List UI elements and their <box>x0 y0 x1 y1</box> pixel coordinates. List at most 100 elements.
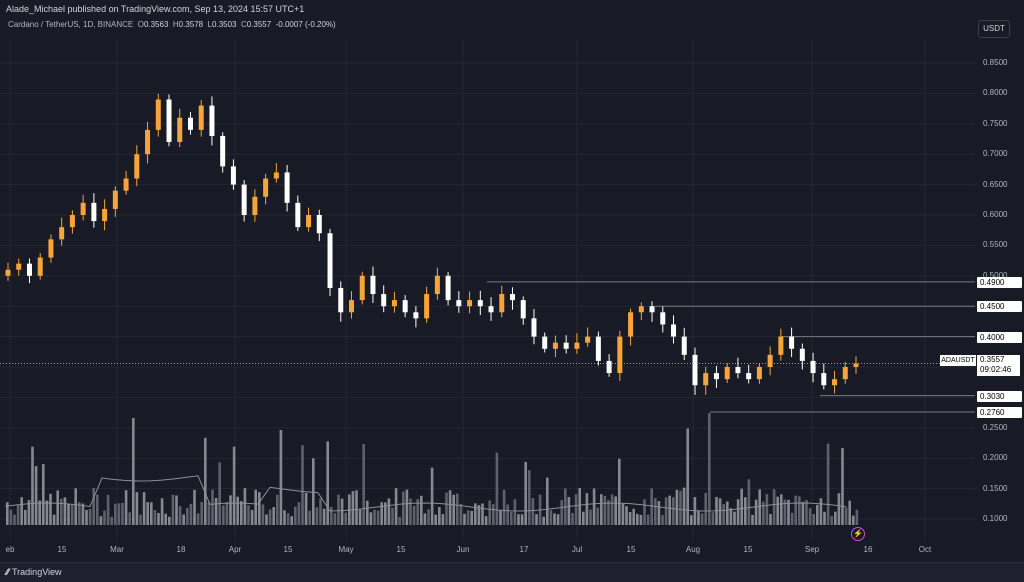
candle-body <box>166 99 172 143</box>
candle-body <box>445 275 451 301</box>
time-tick: Jul <box>571 545 583 554</box>
volume-bar <box>171 494 175 525</box>
volume-bar <box>488 500 491 525</box>
volume-bar <box>124 490 128 525</box>
volume-bar <box>85 509 88 525</box>
volume-bar <box>247 505 250 525</box>
lightning-icon[interactable]: ⚡ <box>851 527 865 541</box>
volume-bar <box>337 494 340 525</box>
volume-bar <box>744 497 747 525</box>
tradingview-logo[interactable]: ⁄⁄ TradingView <box>6 567 62 577</box>
volume-bar <box>60 498 63 525</box>
close-label: C <box>240 20 247 29</box>
level-price-label: 0.4900 <box>977 276 1022 288</box>
candle-body <box>102 208 108 222</box>
volume-bar <box>13 514 16 525</box>
publisher-text: Alade_Michael published on TradingView.c… <box>6 4 305 14</box>
volume-bar <box>63 497 67 525</box>
volume-bar <box>42 464 45 525</box>
volume-bar <box>96 494 99 525</box>
volume-bar <box>315 507 319 525</box>
volume-bar <box>6 502 9 525</box>
candle-body <box>692 354 698 386</box>
volume-bar <box>747 479 751 525</box>
volume-bar <box>722 504 725 525</box>
volume-bar <box>711 512 715 525</box>
volume-bar <box>193 489 196 525</box>
price-axis[interactable]: 0.8500 0.8000 0.7500 0.7000 0.6500 0.6000 0.55… <box>975 40 1024 540</box>
volume-bar <box>150 502 153 525</box>
time-axis[interactable]: eb 15 Mar 18 Apr 15 May 15 Jun 17 Jul 15 Aug 15 Sep 16 O… <box>0 540 975 556</box>
volume-bar <box>16 504 20 525</box>
volume-bar <box>463 513 466 525</box>
volume-bar <box>236 496 239 525</box>
volume-bar <box>121 502 124 525</box>
volume-bar <box>758 489 761 525</box>
time-tick: Sep <box>804 545 820 554</box>
volume-bar <box>474 503 477 525</box>
price-tick: 0.6000 <box>983 210 1008 219</box>
candle-body <box>391 300 397 307</box>
volume-bar <box>736 499 740 525</box>
low-label: L <box>207 20 213 29</box>
candle-body <box>735 367 741 374</box>
volume-bar <box>448 490 452 525</box>
candle-body <box>327 233 333 288</box>
time-tick: 15 <box>396 545 406 554</box>
volume-bar <box>610 494 614 525</box>
volume-bar <box>380 502 383 525</box>
volume-bar <box>135 492 139 525</box>
time-tick: 16 <box>863 545 873 554</box>
volume-bar <box>376 510 380 525</box>
volume-bar <box>196 513 200 525</box>
volume-bar <box>765 494 769 525</box>
volume-bar <box>682 487 686 525</box>
volume-bar <box>801 501 805 525</box>
volume-bar <box>772 489 776 525</box>
candle-body <box>638 306 644 313</box>
volume-bar <box>110 516 113 525</box>
volume-bar <box>20 497 23 525</box>
candle-body <box>799 348 805 361</box>
volume-bar <box>416 499 419 525</box>
level-price-label: 0.4500 <box>977 301 1022 313</box>
volume-bar <box>524 461 527 525</box>
volume-bar <box>628 512 632 525</box>
candle-body <box>91 202 97 222</box>
volume-bar <box>229 495 232 525</box>
volume-bar <box>855 509 859 525</box>
quote-currency-button[interactable]: USDT <box>978 20 1010 38</box>
volume-bar <box>456 493 459 525</box>
volume-bar <box>398 516 401 525</box>
volume-bar <box>445 492 448 525</box>
volume-bar <box>726 501 729 525</box>
volume-bar <box>117 503 121 525</box>
candle-body <box>467 300 473 307</box>
volume-bar <box>330 506 333 525</box>
candle-body <box>16 263 22 270</box>
level-price-label: 0.2760 <box>977 406 1022 418</box>
volume-bar <box>852 515 855 525</box>
volume-bar <box>535 514 538 525</box>
volume-bar <box>319 498 322 525</box>
price-tick: 0.1000 <box>983 514 1008 523</box>
volume-bar <box>567 497 571 525</box>
candle-body <box>456 300 462 307</box>
volume-bar <box>211 489 214 525</box>
volume-bar <box>556 514 560 525</box>
volume-bar <box>603 495 607 525</box>
time-tick: Oct <box>918 545 932 554</box>
volume-bar <box>549 510 553 525</box>
volume-bar <box>614 496 617 525</box>
symbol-legend[interactable]: Cardano / TetherUS, 1D, BINANCE O0.3563 … <box>8 20 336 29</box>
volume-bar <box>178 506 182 525</box>
volume-bar <box>423 513 427 525</box>
price-chart[interactable] <box>0 40 975 540</box>
candle-body <box>606 360 612 374</box>
volume-bar <box>294 506 297 525</box>
open-value: 0.3563 <box>143 20 169 29</box>
volume-bar <box>517 514 520 525</box>
candle-body <box>660 312 666 325</box>
volume-bar <box>78 502 81 525</box>
close-value: 0.3557 <box>246 20 272 29</box>
